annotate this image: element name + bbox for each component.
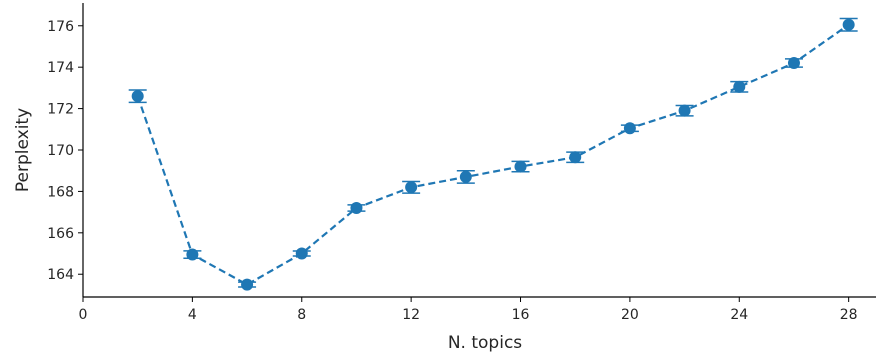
x-tick-label: 8 — [297, 307, 306, 323]
y-tick-label: 164 — [47, 267, 74, 283]
x-tick-label: 28 — [840, 307, 858, 323]
data-point — [842, 18, 855, 31]
y-tick-label: 176 — [47, 19, 74, 35]
y-tick-label: 168 — [47, 184, 74, 200]
y-tick-label: 174 — [47, 60, 74, 76]
x-tick-label: 16 — [512, 307, 530, 323]
y-axis-ticks: 164 166 168 170 172 174 176 — [47, 19, 83, 283]
data-point — [787, 57, 800, 70]
plot-area: 0 4 8 12 16 20 24 28 164 166 168 170 172 174 176 — [47, 3, 876, 323]
x-axis-ticks: 0 4 8 12 16 20 24 28 — [79, 297, 858, 323]
data-point — [295, 247, 308, 260]
data-point — [186, 248, 199, 261]
x-tick-label: 20 — [621, 307, 639, 323]
data-point — [623, 122, 636, 135]
y-tick-label: 170 — [47, 143, 74, 159]
data-point — [569, 151, 582, 164]
data-point — [514, 160, 527, 173]
data-point — [678, 104, 691, 117]
x-tick-label: 0 — [79, 307, 88, 323]
data-point — [459, 170, 472, 183]
series-layer — [128, 17, 858, 291]
x-tick-label: 12 — [402, 307, 420, 323]
y-axis-title: Perplexity — [13, 108, 33, 192]
x-tick-label: 24 — [730, 307, 748, 323]
x-axis-title: N. topics — [448, 333, 522, 353]
data-point — [733, 80, 746, 93]
data-point — [241, 278, 254, 291]
data-point — [350, 201, 363, 214]
data-point — [405, 181, 418, 194]
x-tick-label: 4 — [188, 307, 197, 323]
data-point — [131, 90, 144, 103]
series-line — [136, 23, 850, 286]
y-tick-label: 172 — [47, 102, 74, 118]
y-tick-label: 166 — [47, 226, 74, 242]
